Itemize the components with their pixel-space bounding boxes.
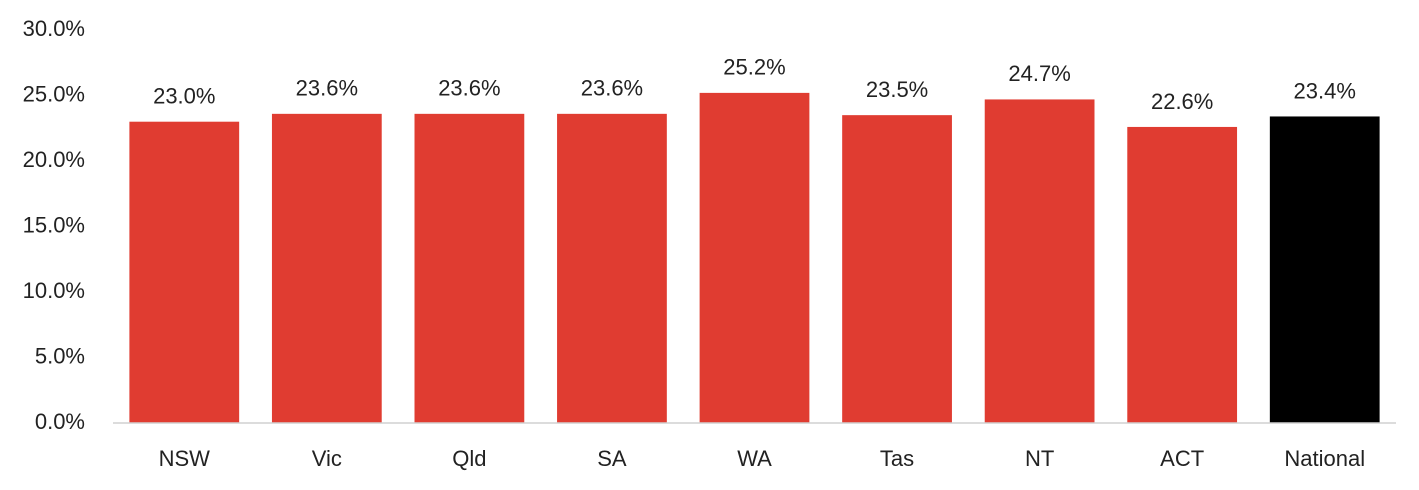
value-label: 23.5% — [866, 77, 928, 102]
bar — [129, 121, 240, 423]
bar — [271, 113, 382, 423]
y-tick-label: 20.0% — [23, 147, 85, 172]
x-tick-label: SA — [597, 446, 627, 471]
y-tick-label: 25.0% — [23, 81, 85, 106]
value-label: 23.4% — [1294, 78, 1356, 103]
y-tick-label: 10.0% — [23, 278, 85, 303]
x-tick-label: NSW — [159, 446, 211, 471]
bar — [842, 115, 952, 424]
x-tick-label: National — [1284, 446, 1365, 471]
y-tick-label: 5.0% — [35, 343, 85, 368]
value-label: 25.2% — [723, 55, 785, 80]
bar — [1269, 116, 1380, 424]
bar — [699, 92, 810, 423]
value-label: 23.6% — [438, 76, 500, 101]
value-label: 22.6% — [1151, 89, 1213, 114]
y-tick-label: 15.0% — [23, 212, 85, 237]
y-tick-label: 30.0% — [23, 16, 85, 41]
x-tick-label: NT — [1025, 446, 1054, 471]
value-label: 23.6% — [296, 76, 358, 101]
bar — [557, 113, 667, 423]
y-tick-label: 0.0% — [35, 409, 85, 434]
bar — [984, 99, 1095, 424]
x-tick-label: Tas — [880, 446, 914, 471]
value-label: 24.7% — [1008, 61, 1070, 86]
value-label: 23.6% — [581, 76, 643, 101]
x-tick-label: Qld — [452, 446, 486, 471]
value-label: 23.0% — [153, 84, 215, 109]
bar — [414, 113, 525, 423]
x-tick-label: ACT — [1160, 446, 1204, 471]
bar — [1127, 126, 1238, 423]
x-tick-label: WA — [737, 446, 772, 471]
x-tick-label: Vic — [312, 446, 342, 471]
